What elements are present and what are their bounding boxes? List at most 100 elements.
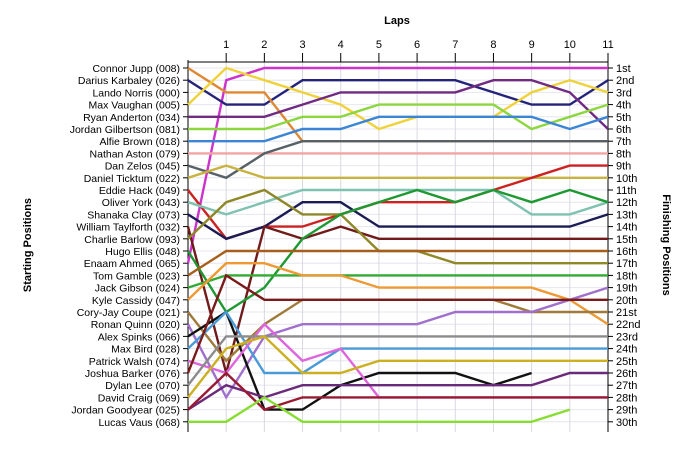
finish-position-label: 19th (616, 283, 637, 295)
lap-tick-label: 8 (490, 39, 496, 51)
finish-position-label: 6th (616, 124, 631, 136)
finish-position-label: 30th (616, 417, 637, 429)
finish-position-label: 10th (616, 173, 637, 185)
finish-position-label: 22nd (616, 319, 640, 331)
driver-series-line (187, 78, 609, 106)
lap-tick-label: 10 (564, 39, 576, 51)
driver-label: Ryan Anderton (034) (83, 112, 180, 124)
lap-tick-label: 11 (602, 39, 613, 51)
driver-label: Max Vaughan (005) (89, 100, 180, 112)
driver-series-line (187, 262, 609, 326)
finish-position-label: 9th (616, 161, 631, 173)
driver-series-line (188, 78, 609, 130)
driver-label: Jordan Goodyear (025) (71, 405, 180, 417)
finish-position-label: 16th (616, 246, 637, 258)
driver-series-line (186, 66, 608, 264)
finishing-position-labels: 1st2nd3rd4th5th6th7th8th9th10th11th12th1… (616, 63, 640, 429)
finish-position-label: 7th (616, 136, 631, 148)
finish-position-label: 18th (616, 270, 637, 282)
lap-tick-labels: 1 2 3 4 5 6 7 8 9 10 11 (223, 39, 614, 51)
driver-label: Dylan Lee (070) (105, 380, 180, 392)
finish-position-label: 5th (616, 112, 631, 124)
driver-label: Charlie Barlow (093) (84, 234, 180, 246)
finish-position-label: 1st (616, 63, 631, 75)
driver-label: Dan Zelos (045) (105, 161, 180, 173)
driver-label: Shanaka Clay (073) (87, 209, 180, 221)
finish-position-label: 20th (616, 295, 637, 307)
driver-series-line (187, 310, 532, 411)
driver-label: Jack Gibson (024) (95, 283, 180, 295)
driver-label: Lando Norris (000) (92, 87, 180, 99)
lap-tick-label: 9 (529, 39, 535, 51)
lap-tick-label: 3 (299, 39, 305, 51)
driver-series-line (187, 371, 608, 411)
driver-label: Alex Spinks (066) (98, 331, 180, 343)
driver-series-line (187, 371, 608, 411)
driver-label: Oliver York (043) (102, 197, 180, 209)
x-axis-title: Laps (384, 15, 410, 27)
driver-label: Max Bird (028) (111, 344, 180, 356)
finish-position-label: 8th (616, 148, 631, 160)
lap-tick-label: 1 (223, 39, 229, 51)
y-axis-title-right: Finishing Positions (660, 194, 672, 295)
driver-label: Tom Gamble (023) (93, 270, 180, 282)
driver-series-line (187, 200, 609, 241)
driver-series-line (187, 335, 608, 399)
driver-series-line (186, 286, 609, 400)
driver-label: Cory-Jay Coupe (021) (77, 307, 180, 319)
driver-series-line (186, 273, 608, 374)
driver-label: Connor Jupp (008) (92, 63, 180, 75)
driver-label: Eddie Hack (049) (99, 185, 180, 197)
lap-tick-label: 2 (261, 39, 267, 51)
driver-series-line (187, 335, 608, 386)
driver-series-line (187, 188, 609, 216)
finish-position-label: 29th (616, 405, 637, 417)
driver-series-line (187, 310, 608, 375)
finish-position-label: 2nd (616, 75, 634, 87)
driver-series-line (187, 66, 609, 131)
driver-series-line (188, 103, 609, 131)
driver-label: Lucas Vaus (068) (98, 417, 180, 429)
starting-position-labels: Connor Jupp (008)Darius Karbaley (026)La… (70, 63, 180, 429)
driver-label: Jordan Gilbertson (081) (70, 124, 180, 136)
driver-label: Daniel Ticktum (022) (84, 173, 180, 185)
driver-label: Joshua Barker (076) (85, 368, 180, 380)
series-lines (186, 66, 609, 423)
finish-position-label: 25th (616, 356, 637, 368)
driver-series-line (188, 115, 609, 143)
finish-position-label: 15th (616, 234, 637, 246)
finish-position-label: 24th (616, 344, 637, 356)
finish-position-label: 23rd (616, 331, 638, 343)
driver-series-line (186, 188, 609, 314)
driver-label: Patrick Walsh (074) (89, 356, 180, 368)
finish-position-label: 14th (616, 222, 637, 234)
driver-label: William Taylforth (032) (76, 222, 180, 234)
finish-position-label: 28th (616, 392, 637, 404)
finish-position-label: 12th (616, 197, 637, 209)
driver-label: Darius Karbaley (026) (78, 75, 180, 87)
driver-series-line (188, 395, 571, 423)
driver-series-line (187, 274, 608, 289)
driver-label: Alfie Brown (018) (99, 136, 180, 148)
finish-position-label: 21st (616, 307, 637, 319)
driver-label: Hugo Ellis (048) (105, 246, 180, 258)
driver-label: Kyle Cassidy (047) (92, 295, 180, 307)
finish-position-label: 3rd (616, 87, 632, 99)
finish-position-label: 27th (616, 380, 637, 392)
driver-series-line (187, 139, 608, 180)
lap-tick-label: 6 (414, 39, 420, 51)
finish-position-label: 13th (616, 209, 637, 221)
driver-label: Enaam Ahmed (065) (84, 258, 180, 270)
lap-tick-label: 4 (338, 39, 344, 51)
lap-tick-label: 7 (452, 39, 458, 51)
driver-label: Ronan Quinn (020) (91, 319, 180, 331)
finish-position-label: 17th (616, 258, 637, 270)
driver-label: Nathan Aston (079) (90, 148, 180, 160)
finish-position-label: 4th (616, 100, 631, 112)
driver-label: David Craig (069) (98, 392, 180, 404)
lap-tick-label: 5 (376, 39, 382, 51)
driver-series-line (187, 164, 608, 180)
finish-position-label: 26th (616, 368, 637, 380)
